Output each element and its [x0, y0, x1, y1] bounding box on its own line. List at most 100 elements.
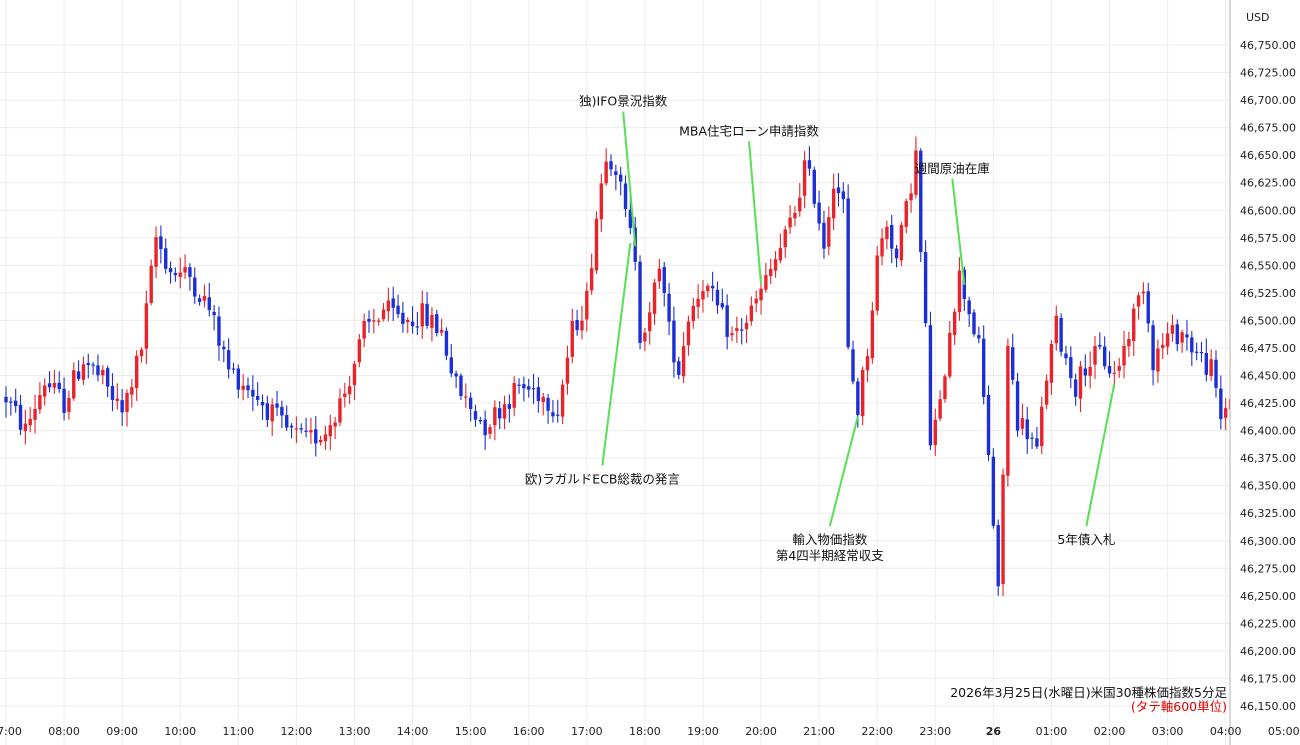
- candle-body-up: [957, 270, 962, 312]
- candle-body-down: [841, 191, 846, 200]
- candle-body-down: [1098, 344, 1102, 347]
- candle-body-up: [1136, 295, 1141, 307]
- candle-body-up: [1020, 418, 1025, 429]
- candle-body-up: [696, 298, 700, 307]
- candle-body-down: [280, 406, 284, 416]
- y-tick-label: 46,425.00: [1240, 397, 1296, 410]
- candle-body-up: [1054, 315, 1058, 344]
- candle-body-down: [977, 335, 981, 339]
- candle-body-up: [493, 407, 497, 426]
- x-tick-label: 08:00: [48, 725, 80, 738]
- candle-body-up: [420, 303, 424, 327]
- candle-body-down: [836, 187, 841, 194]
- x-tick-label: 10:00: [164, 725, 196, 738]
- candle-body-up: [512, 383, 516, 408]
- annotation-line: [748, 141, 763, 285]
- candle-body-down: [497, 408, 502, 419]
- candle-body-down: [478, 419, 483, 422]
- candle-body-down: [304, 430, 308, 432]
- candle-body-down: [217, 316, 221, 346]
- candle-body-down: [1015, 381, 1020, 431]
- x-tick-label: 09:00: [106, 725, 138, 738]
- candle-body-up: [323, 434, 328, 442]
- candle-body-down: [13, 400, 18, 407]
- candle-body-down: [817, 202, 821, 224]
- candle-body-down: [57, 382, 61, 390]
- candle-body-up: [764, 275, 768, 290]
- y-tick-label: 46,500.00: [1240, 314, 1296, 327]
- candles: [4, 136, 1300, 597]
- x-tick-label: 12:00: [281, 725, 313, 738]
- candle-body-down: [710, 285, 715, 289]
- time-axis[interactable]: 07:00 08:00 09:00 10:00 11:00 12:00 13:00 14:00…: [0, 725, 1300, 738]
- candle-body-down: [255, 396, 260, 400]
- candle-body-up: [1165, 333, 1170, 347]
- candle-body-down: [894, 248, 899, 259]
- candle-body-down: [1107, 366, 1112, 374]
- y-tick-label: 46,675.00: [1240, 122, 1296, 135]
- candle-body-down: [623, 183, 628, 209]
- candle-body-down: [468, 397, 473, 409]
- candle-body-up: [802, 160, 807, 196]
- candle-body-down: [638, 261, 642, 343]
- candle-body-up: [352, 363, 357, 385]
- candle-body-up: [706, 285, 710, 292]
- candle-body-down: [168, 268, 173, 273]
- candle-body-up: [860, 369, 865, 417]
- candle-body-up: [294, 428, 299, 430]
- candle-body-down: [105, 368, 110, 387]
- candle-body-up: [648, 312, 652, 332]
- y-tick-label: 46,725.00: [1240, 67, 1296, 80]
- candle-body-down: [231, 368, 236, 370]
- y-tick-label: 46,750.00: [1240, 39, 1296, 52]
- candle-body-down: [677, 361, 681, 375]
- candle-body-up: [560, 384, 565, 417]
- y-tick-label: 46,275.00: [1240, 562, 1296, 575]
- y-tick-label: 46,625.00: [1240, 177, 1296, 190]
- candle-body-up: [430, 314, 434, 328]
- candle-body-down: [527, 386, 531, 390]
- candle-body-up: [38, 395, 42, 410]
- currency-label[interactable]: USD: [1246, 11, 1270, 24]
- candle-body-down: [522, 384, 526, 389]
- candle-body-down: [531, 388, 536, 390]
- x-tick-label: 15:00: [455, 725, 487, 738]
- candle-body-down: [991, 456, 996, 526]
- price-axis[interactable]: 46,150.00 46,175.00 46,200.00 46,225.00 46,2…: [1240, 39, 1296, 713]
- candle-body-up: [783, 229, 787, 248]
- candle-body-up: [541, 396, 545, 403]
- candle-body-down: [551, 412, 555, 417]
- candle-body-down: [110, 385, 115, 400]
- x-tick-label: 17:00: [571, 725, 603, 738]
- candle-body-up: [270, 404, 274, 422]
- candle-body-down: [822, 222, 826, 249]
- candle-body-down: [473, 411, 478, 420]
- candle-body-down: [76, 371, 81, 379]
- candle-body-down: [96, 365, 100, 376]
- candle-body-up: [1040, 406, 1044, 447]
- candle-body-down: [1214, 359, 1218, 388]
- candle-body-down: [1185, 334, 1189, 338]
- candle-body-down: [846, 198, 850, 348]
- candle-body-up: [1049, 343, 1054, 383]
- annotation-line: [828, 416, 859, 527]
- candle-body-up: [362, 321, 366, 339]
- candle-body-down: [996, 525, 1000, 587]
- x-tick-label: 02:00: [1094, 725, 1126, 738]
- candle-body-up: [115, 398, 120, 401]
- x-tick-label: 01:00: [1036, 725, 1068, 738]
- candle-body-up: [1132, 308, 1136, 341]
- y-tick-label: 46,200.00: [1240, 645, 1296, 658]
- candle-body-down: [222, 346, 226, 350]
- annotation-line: [622, 111, 637, 247]
- candle-body-up: [585, 290, 589, 320]
- candle-body-down: [1035, 438, 1039, 447]
- candle-body-down: [47, 383, 52, 388]
- candle-body-down: [396, 305, 400, 315]
- candle-body-down: [410, 321, 415, 327]
- y-tick-label: 46,175.00: [1240, 672, 1296, 685]
- candle-body-down: [1194, 351, 1199, 353]
- chart-caption: 2026年3月25日(水曜日)米国30種株価指数5分足: [950, 685, 1227, 700]
- x-tick-label: 07:00: [0, 725, 22, 738]
- candle-body-down: [91, 364, 95, 366]
